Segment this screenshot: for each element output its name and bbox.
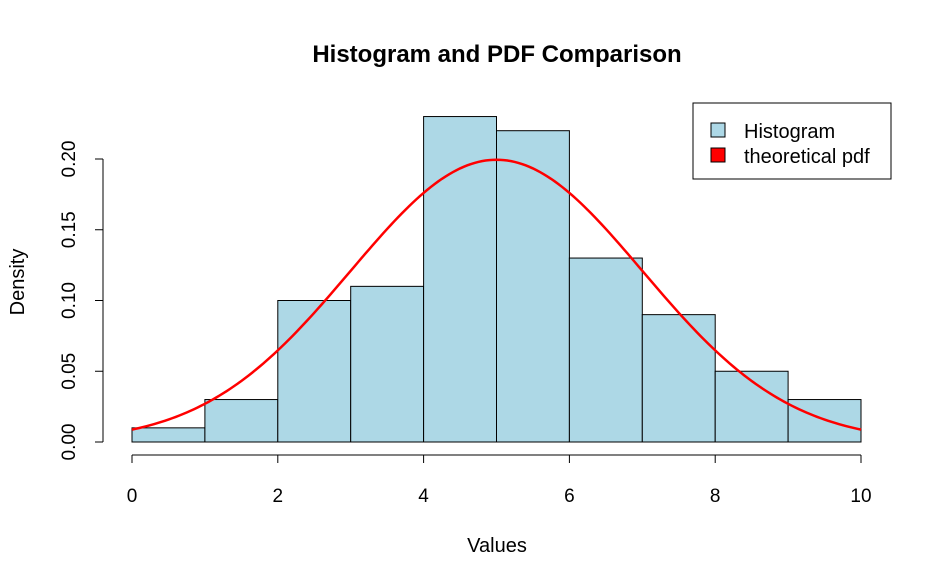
- legend: Histogram theoretical pdf: [692, 102, 892, 180]
- y-tick-label-3: 0.15: [59, 211, 80, 248]
- x-tick-label-0: 0: [127, 486, 138, 507]
- histogram-bar-8: [714, 370, 789, 443]
- x-axis: 0 2 4 6 8 10: [127, 454, 872, 507]
- histogram-bar-2: [277, 300, 352, 443]
- x-tick-label-3: 6: [564, 486, 575, 507]
- y-tick-label-0: 0.00: [59, 424, 80, 461]
- y-axis-label: Density: [7, 249, 29, 316]
- y-tick-label-1: 0.05: [59, 353, 80, 390]
- histogram-bar-1: [204, 399, 279, 443]
- legend-swatch-histogram: [710, 122, 726, 138]
- histogram-bar-7: [641, 314, 716, 443]
- histogram-bars: [131, 116, 862, 443]
- legend-label-histogram: Histogram: [744, 121, 835, 143]
- y-axis: 0.00 0.05 0.10 0.15 0.20: [59, 141, 104, 461]
- histogram-bar-5: [496, 130, 570, 443]
- x-tick-label-4: 8: [710, 486, 721, 507]
- legend-swatch-pdf: [710, 147, 726, 163]
- x-tick-label-5: 10: [850, 486, 871, 507]
- legend-box: [692, 102, 892, 180]
- legend-label-pdf: theoretical pdf: [744, 146, 870, 168]
- chart-title: Histogram and PDF Comparison: [312, 41, 681, 68]
- histogram-bar-4: [423, 116, 498, 443]
- x-tick-label-1: 2: [273, 486, 284, 507]
- histogram-bar-0: [131, 427, 206, 443]
- x-axis-label: Values: [467, 535, 527, 557]
- histogram-bar-3: [350, 285, 425, 443]
- x-tick-label-2: 4: [418, 486, 429, 507]
- y-tick-label-4: 0.20: [59, 141, 80, 178]
- y-tick-label-2: 0.10: [59, 282, 80, 319]
- pdf-curve: [131, 158, 862, 431]
- histogram-bar-6: [568, 257, 643, 443]
